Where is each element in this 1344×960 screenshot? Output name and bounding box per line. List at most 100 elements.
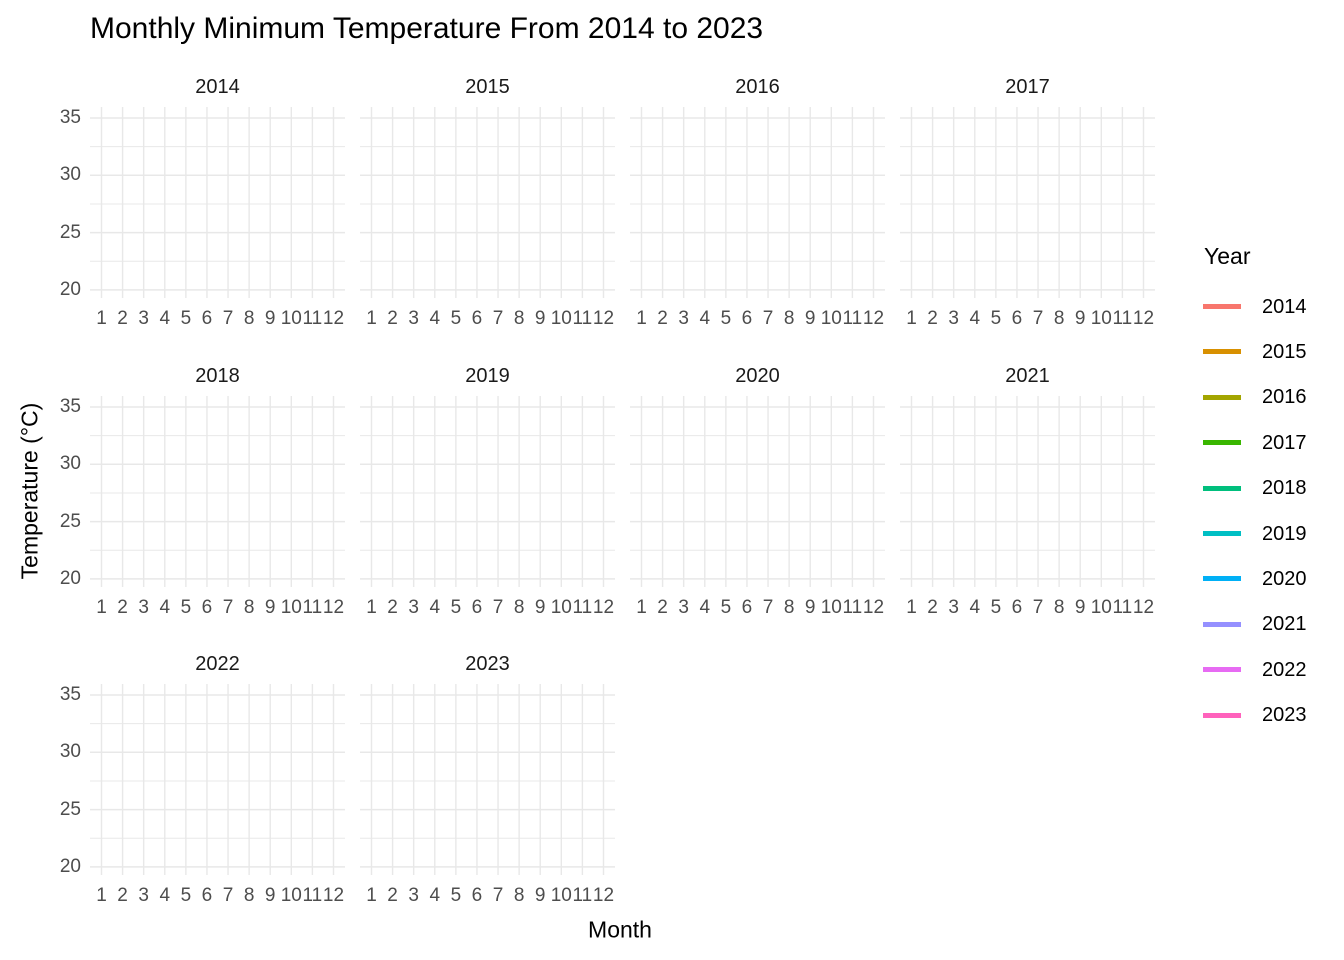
- legend-entry-label: 2015: [1262, 340, 1307, 363]
- x-tick-label: 4: [429, 885, 441, 906]
- x-tick-label: 6: [201, 308, 213, 329]
- x-tick-label: 4: [699, 597, 711, 618]
- x-tick-label: 8: [513, 597, 525, 618]
- panel-gridlines: [630, 396, 885, 587]
- x-tick-label: 6: [201, 885, 213, 906]
- x-tick-label: 7: [492, 308, 504, 329]
- x-tick-label: 6: [471, 597, 483, 618]
- facet-strip-2020: 2020: [735, 365, 780, 387]
- y-tick-label: 20: [59, 567, 81, 589]
- x-tick-label: 9: [264, 885, 276, 906]
- x-tick-label: 1: [96, 885, 107, 906]
- x-tick-label: 2: [927, 597, 938, 618]
- y-axis-title: Temperature (°C): [16, 402, 43, 580]
- x-tick-label: 5: [450, 885, 462, 906]
- x-tick-label: 9: [534, 308, 546, 329]
- x-tick-label: 5: [720, 308, 732, 329]
- x-tick-label: 11: [302, 597, 323, 618]
- x-tick-label: 1: [366, 308, 377, 329]
- x-tick-label: 6: [741, 308, 753, 329]
- x-tick-label: 3: [408, 885, 419, 906]
- x-tick-label: 4: [969, 597, 981, 618]
- x-tick-label: 7: [222, 597, 234, 618]
- legend-entry-label: 2021: [1262, 613, 1307, 636]
- legend-key-line-2017: [1203, 440, 1241, 446]
- x-tick-label: 8: [243, 597, 255, 618]
- x-tick-label: 7: [492, 885, 504, 906]
- x-tick-label: 7: [222, 885, 234, 906]
- panel-gridlines: [90, 107, 345, 298]
- x-tick-label: 9: [264, 597, 276, 618]
- x-tick-label: 8: [243, 308, 255, 329]
- x-tick-label: 2: [657, 308, 668, 329]
- x-tick-label: 2: [117, 885, 128, 906]
- facet-strip-2018: 2018: [195, 365, 240, 387]
- x-tick-label: 8: [513, 308, 525, 329]
- x-tick-label: 1: [96, 308, 107, 329]
- x-tick-label: 1: [636, 597, 647, 618]
- legend-key-line-2014: [1203, 304, 1241, 309]
- x-tick-label: 11: [572, 308, 593, 329]
- y-tick-label: 25: [59, 798, 81, 820]
- panel-gridlines: [90, 684, 345, 875]
- legend-key-line-2022: [1203, 667, 1241, 673]
- x-tick-label: 12: [862, 597, 885, 618]
- x-tick-label: 4: [699, 308, 711, 329]
- panel-gridlines: [360, 684, 615, 875]
- facet-strip-2016: 2016: [735, 76, 780, 98]
- x-tick-label: 11: [572, 597, 593, 618]
- legend-entry-label: 2016: [1262, 386, 1307, 409]
- panel-gridlines: [360, 396, 615, 587]
- panel-gridlines: [360, 107, 615, 298]
- x-tick-label: 1: [906, 597, 917, 618]
- x-tick-label: 12: [322, 885, 345, 906]
- x-tick-label: 8: [513, 885, 525, 906]
- x-tick-label: 5: [180, 597, 192, 618]
- y-tick-label: 35: [59, 684, 81, 705]
- facet-strip-2021: 2021: [1005, 365, 1050, 387]
- facet-panel-2021: [900, 396, 1155, 587]
- x-tick-label: 4: [429, 308, 441, 329]
- x-tick-label: 8: [783, 308, 795, 329]
- x-tick-label: 12: [322, 308, 345, 329]
- x-tick-label: 6: [1011, 308, 1023, 329]
- x-tick-label: 2: [387, 597, 398, 618]
- x-tick-label: 2: [117, 597, 128, 618]
- legend-key-line-2016: [1203, 394, 1241, 400]
- x-tick-label: 9: [804, 308, 816, 329]
- x-tick-label: 5: [180, 885, 192, 906]
- legend-entry-label: 2018: [1262, 477, 1307, 500]
- x-tick-label: 10: [550, 308, 572, 329]
- x-tick-label: 9: [1074, 308, 1086, 329]
- legend-title: Year: [1204, 243, 1251, 269]
- legend-entry-label: 2022: [1262, 658, 1307, 681]
- legend-entry-label: 2023: [1262, 704, 1307, 727]
- y-tick-label: 30: [59, 741, 81, 763]
- x-tick-label: 10: [280, 885, 302, 906]
- chart-title: Monthly Minimum Temperature From 2014 to…: [90, 12, 764, 45]
- x-tick-label: 8: [243, 885, 255, 906]
- facet-panel-2019: [360, 396, 615, 587]
- x-tick-label: 4: [159, 597, 171, 618]
- x-tick-label: 4: [969, 308, 981, 329]
- x-tick-label: 9: [534, 597, 546, 618]
- panel-gridlines: [900, 396, 1155, 587]
- x-tick-label: 12: [592, 597, 615, 618]
- x-tick-label: 9: [1074, 597, 1086, 618]
- legend-key-line-2018: [1203, 485, 1241, 491]
- x-tick-label: 10: [820, 597, 842, 618]
- x-tick-label: 11: [302, 885, 323, 906]
- facet-strip-2022: 2022: [195, 653, 240, 675]
- x-tick-label: 6: [741, 597, 753, 618]
- x-tick-label: 12: [592, 885, 615, 906]
- x-tick-label: 10: [550, 597, 572, 618]
- x-tick-label: 1: [906, 308, 917, 329]
- y-tick-label: 35: [59, 107, 81, 128]
- x-tick-label: 5: [180, 308, 192, 329]
- legend-key-line-2021: [1203, 621, 1241, 627]
- x-tick-label: 7: [1032, 597, 1044, 618]
- x-tick-label: 9: [264, 308, 276, 329]
- legend-entry-label: 2019: [1262, 522, 1307, 545]
- x-tick-label: 3: [408, 308, 419, 329]
